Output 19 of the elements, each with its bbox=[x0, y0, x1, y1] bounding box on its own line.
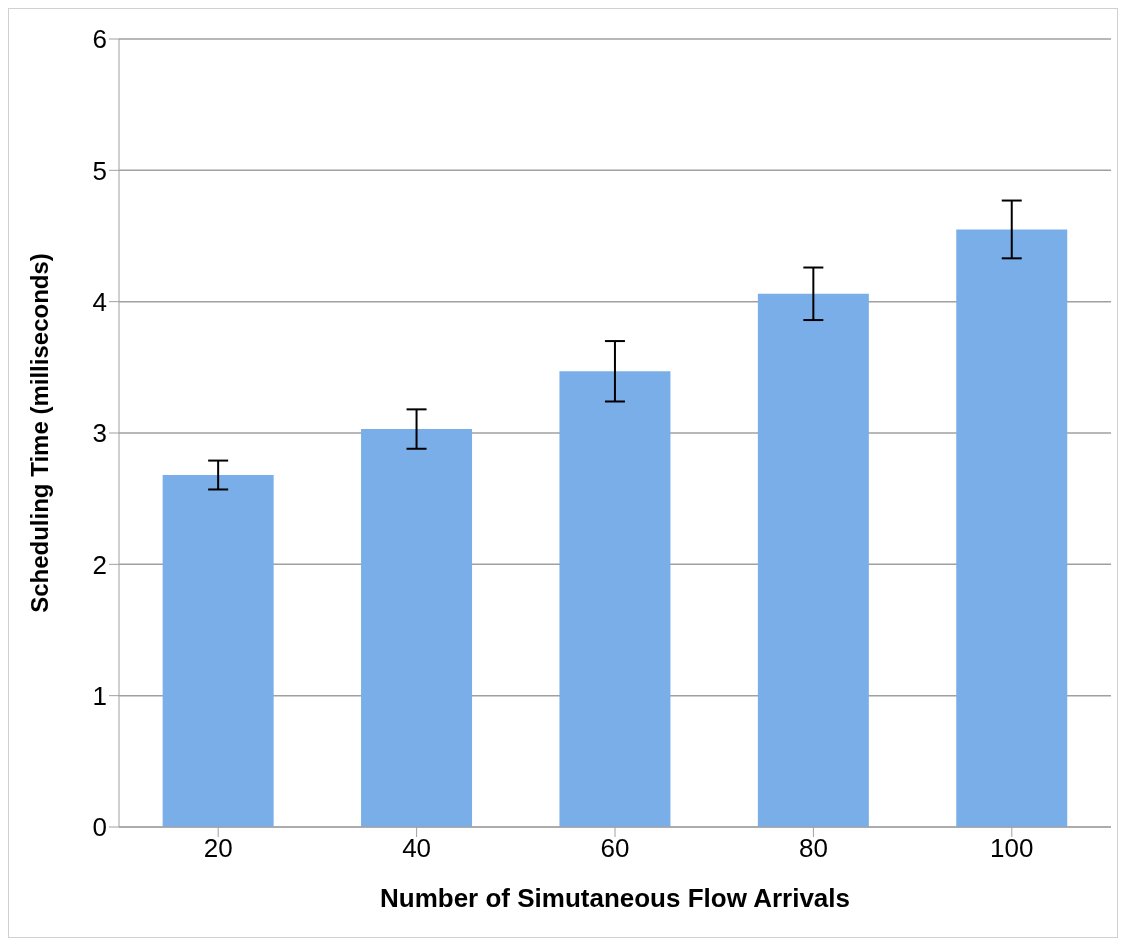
x-tick-label: 80 bbox=[798, 833, 828, 864]
y-tick-label: 0 bbox=[92, 812, 107, 843]
bar bbox=[361, 429, 473, 827]
x-tick-label: 20 bbox=[203, 833, 233, 864]
x-tick-label: 60 bbox=[600, 833, 630, 864]
x-tick-label: 100 bbox=[990, 833, 1034, 864]
bar bbox=[757, 293, 869, 827]
bar bbox=[162, 475, 274, 827]
x-axis-title: Number of Simutaneous Flow Arrivals bbox=[379, 883, 851, 913]
y-tick-label: 5 bbox=[92, 155, 107, 186]
y-tick-label: 6 bbox=[92, 24, 107, 55]
y-tick-label: 1 bbox=[92, 680, 107, 711]
y-axis-title: Scheduling Time (milliseconds) bbox=[25, 253, 53, 613]
y-tick-label: 3 bbox=[92, 418, 107, 449]
bar bbox=[559, 371, 671, 827]
bar bbox=[956, 229, 1068, 827]
y-tick-label: 4 bbox=[92, 286, 107, 317]
y-tick-label: 2 bbox=[92, 549, 107, 580]
x-tick-label: 40 bbox=[402, 833, 432, 864]
